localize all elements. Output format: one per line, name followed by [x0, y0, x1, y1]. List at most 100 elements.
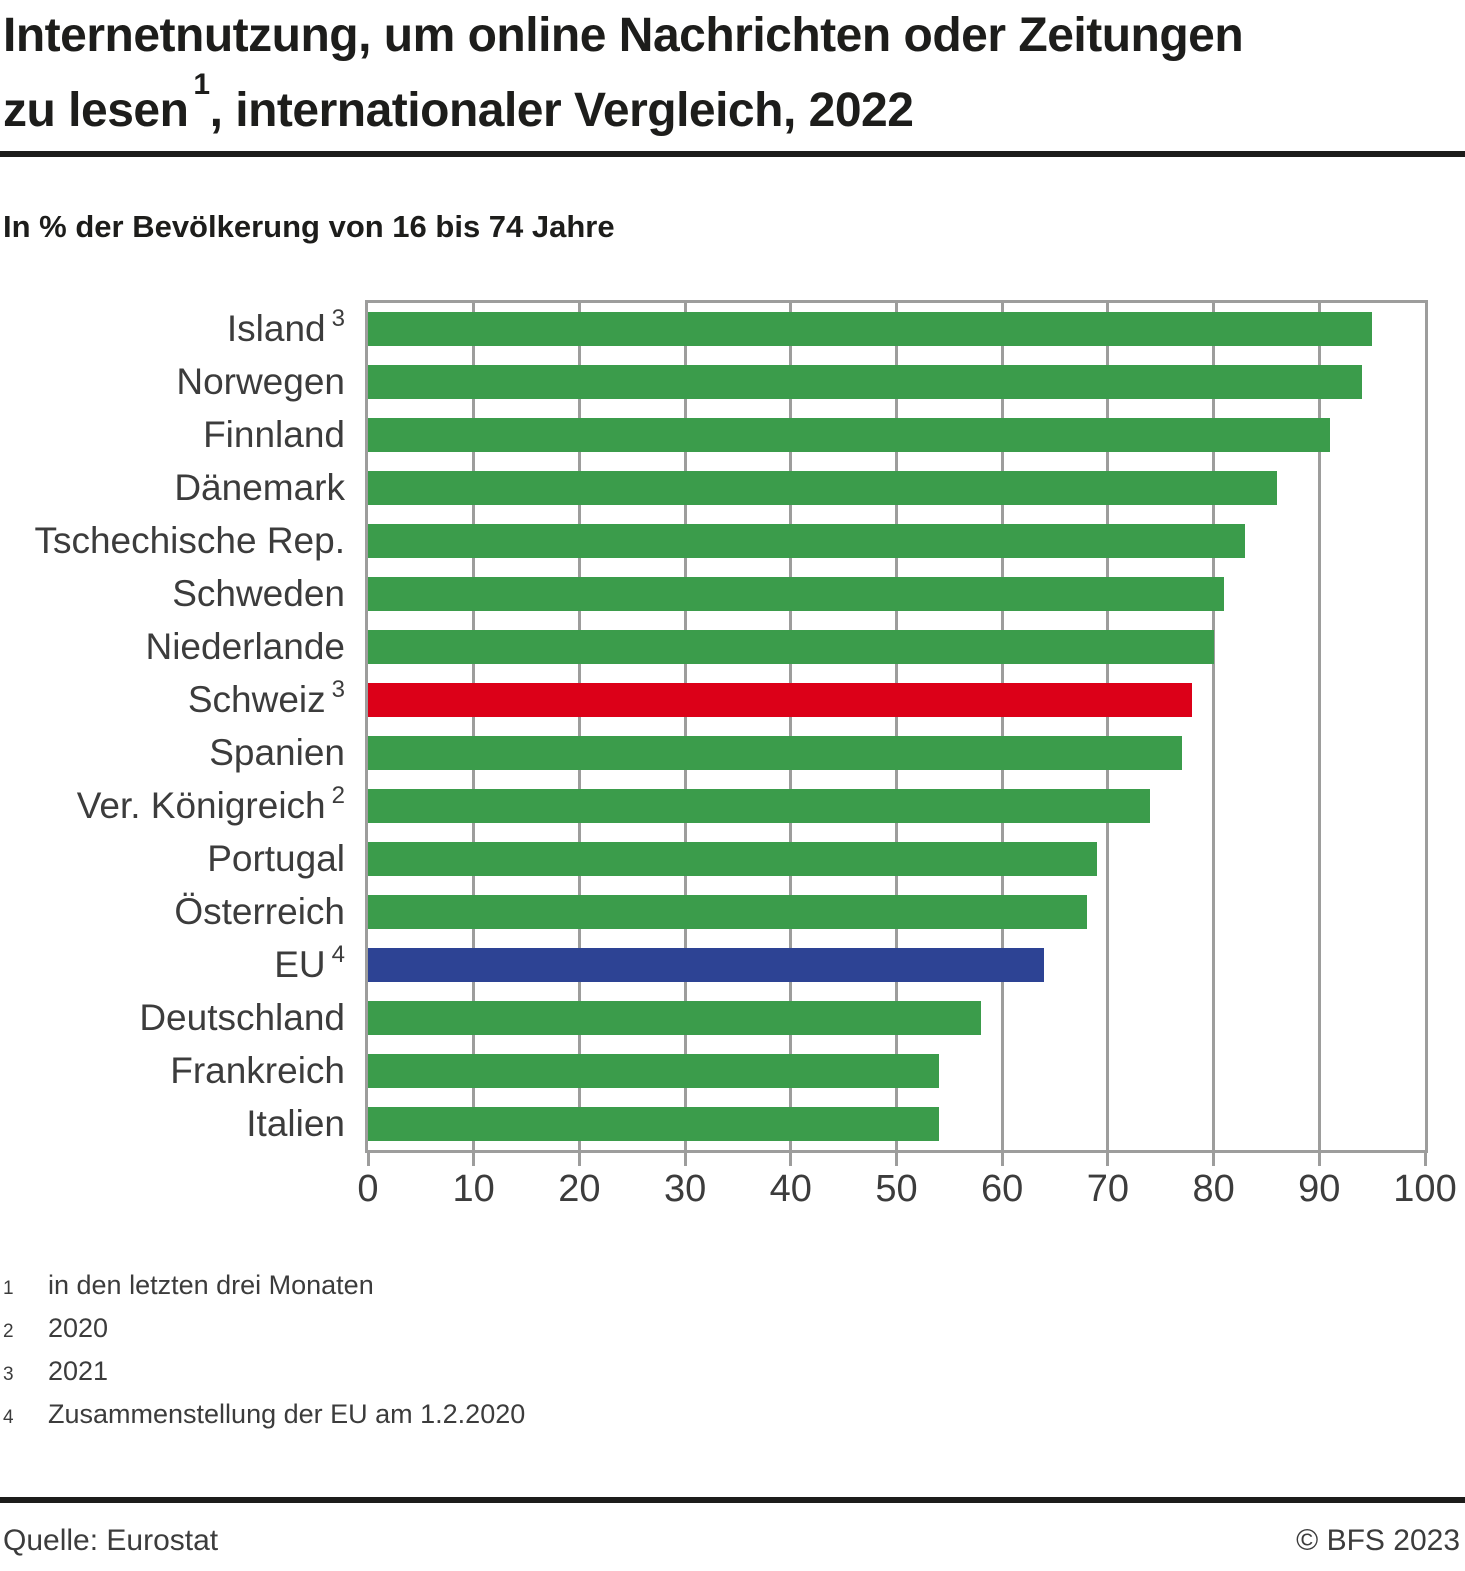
source-label: Quelle: Eurostat	[3, 1524, 219, 1557]
bar-finnland	[368, 418, 1330, 453]
footnote-sup: 3	[3, 1364, 14, 1385]
x-tick-20	[577, 1153, 581, 1166]
footnote-sup: 4	[3, 1407, 14, 1428]
x-tick-0	[366, 1153, 370, 1166]
x-tick-70	[1106, 1153, 1110, 1166]
x-tick-label-20: 20	[558, 1168, 601, 1210]
chart-title-footnote-sup: 1	[193, 68, 210, 101]
category-label-schweiz: Schweiz 3	[0, 674, 345, 727]
category-footnote-sup: 3	[331, 676, 345, 704]
x-tick-30	[683, 1153, 687, 1166]
chart-title-line2-after-sup: , internationaler Vergleich, 2022	[209, 84, 914, 137]
bar-spanien	[368, 735, 1182, 770]
category-label-schweden: Schweden	[0, 568, 345, 621]
category-label-deutschland: Deutschland	[0, 991, 345, 1044]
gridline-30	[683, 303, 687, 1150]
x-tick-label-0: 0	[357, 1168, 379, 1210]
x-tick-100	[1423, 1153, 1427, 1166]
category-label-eu: EU 4	[0, 938, 345, 991]
bar-ver-k-nigreich	[368, 788, 1151, 823]
category-label-text: Frankreich	[170, 1049, 345, 1091]
footnotes: 1 in den letzten drei Monaten 2 2020 3 2021 4 Z…	[3, 1264, 525, 1436]
title-divider-rule	[0, 151, 1465, 157]
category-label-text: EU	[274, 943, 326, 985]
x-tick-label-70: 70	[1086, 1168, 1130, 1210]
category-label-text: Italien	[246, 1102, 345, 1144]
gridline-50	[895, 303, 898, 1150]
bar-deutschland	[368, 1000, 982, 1035]
category-label-text: Deutschland	[139, 996, 345, 1038]
category-label-text: Spanien	[209, 731, 345, 773]
footer-divider-rule	[0, 1497, 1465, 1503]
bar-norwegen	[368, 365, 1362, 400]
gridline-40	[789, 303, 793, 1150]
chart-title-line2-before-sup: zu lesen	[3, 84, 189, 137]
copyright-label: © BFS 2023	[1296, 1524, 1460, 1557]
chart-title-line1: Internetnutzung, um online Nachrichten o…	[3, 9, 1244, 62]
x-tick-label-60: 60	[981, 1168, 1024, 1210]
x-tick-50	[895, 1153, 898, 1166]
footnote-text: in den letzten drei Monaten	[48, 1270, 374, 1300]
x-tick-10	[472, 1153, 476, 1166]
category-footnote-sup: 2	[331, 781, 345, 809]
bar-island	[368, 312, 1373, 347]
gridline-90	[1317, 303, 1321, 1150]
category-label-d-nemark: Dänemark	[0, 462, 345, 515]
bar-d-nemark	[368, 471, 1278, 506]
category-label-frankreich: Frankreich	[0, 1044, 345, 1097]
x-tick-40	[789, 1153, 793, 1166]
category-label-text: Schweden	[172, 573, 345, 615]
x-tick-label-100: 100	[1393, 1168, 1457, 1210]
category-label-text: Tschechische Rep.	[34, 520, 345, 562]
x-tick-label-50: 50	[875, 1168, 918, 1210]
bar-niederlande	[368, 630, 1214, 665]
footnote-sup: 2	[3, 1321, 14, 1342]
category-label-text: Portugal	[207, 837, 345, 879]
x-tick-60	[1000, 1153, 1004, 1166]
chart-subtitle: In % der Bevölkerung von 16 bis 74 Jahre	[3, 209, 615, 244]
gridline-10	[472, 303, 476, 1150]
footnote-text: 2021	[48, 1356, 109, 1386]
category-label-tschechische-rep: Tschechische Rep.	[0, 515, 345, 568]
category-label-spanien: Spanien	[0, 727, 345, 780]
bar-eu	[368, 947, 1045, 982]
footer: Quelle: Eurostat © BFS 2023	[3, 1524, 1460, 1558]
category-label-finnland: Finnland	[0, 409, 345, 462]
bar-tschechische-rep	[368, 524, 1246, 559]
chart-title: Internetnutzung, um online Nachrichten o…	[3, 4, 1463, 143]
x-tick-label-80: 80	[1192, 1168, 1235, 1210]
x-tick-label-10: 10	[452, 1168, 495, 1210]
bar-frankreich	[368, 1053, 939, 1088]
footnote-1: 1 in den letzten drei Monaten	[3, 1264, 525, 1307]
gridline-20	[577, 303, 581, 1150]
category-label-niederlande: Niederlande	[0, 621, 345, 674]
footnote-text: 2020	[48, 1313, 109, 1343]
category-label-text: Niederlande	[145, 626, 345, 668]
category-label-text: Norwegen	[176, 361, 345, 403]
footnote-2: 2 2020	[3, 1307, 525, 1350]
footnote-sup: 1	[3, 1278, 14, 1299]
footnote-text: Zusammenstellung der EU am 1.2.2020	[48, 1399, 526, 1429]
bar-portugal	[368, 841, 1098, 876]
bar-schweden	[368, 577, 1225, 612]
category-label-ver-k-nigreich: Ver. Königreich 2	[0, 779, 345, 832]
category-label-text: Ver. Königreich	[76, 784, 326, 826]
bar-sterreich	[368, 894, 1087, 929]
bar-schweiz	[368, 683, 1193, 718]
footnote-4: 4 Zusammenstellung der EU am 1.2.2020	[3, 1393, 525, 1436]
x-tick-label-30: 30	[663, 1168, 707, 1210]
footnote-3: 3 2021	[3, 1350, 525, 1393]
category-label-text: Dänemark	[174, 467, 345, 509]
category-label-island: Island 3	[0, 303, 345, 356]
x-tick-label-40: 40	[769, 1168, 812, 1210]
category-label-portugal: Portugal	[0, 832, 345, 885]
x-tick-90	[1317, 1153, 1321, 1166]
category-label-text: Finnland	[203, 414, 345, 456]
gridline-60	[1000, 303, 1004, 1150]
plot-area	[365, 300, 1428, 1153]
category-label-sterreich: Österreich	[0, 885, 345, 938]
x-tick-label-90: 90	[1298, 1168, 1341, 1210]
bar-italien	[368, 1106, 939, 1141]
category-footnote-sup: 3	[331, 305, 345, 333]
